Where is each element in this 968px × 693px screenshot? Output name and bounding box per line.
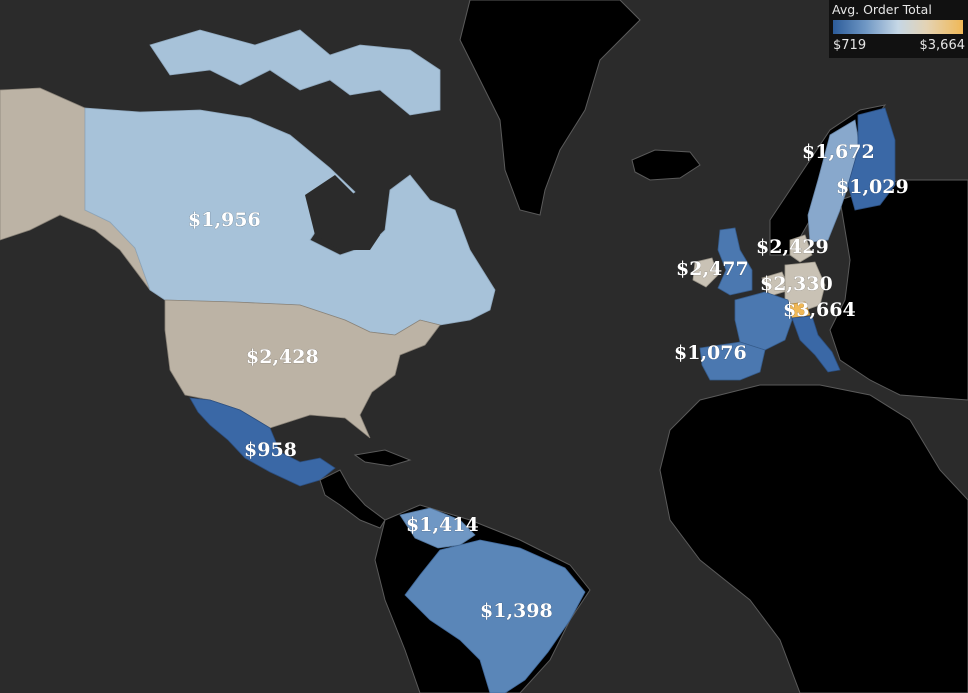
country-italy[interactable] [791,315,841,373]
legend-gradient-bar [833,20,963,34]
land-central-america[interactable] [319,469,386,529]
legend-title: Avg. Order Total [832,2,932,17]
value-label-brazil: $1,398 [480,600,553,622]
country-brazil[interactable] [404,539,586,693]
value-label-france: $1,076 [674,342,747,364]
legend-max-label: $3,664 [919,38,966,53]
value-label-mexico: $958 [244,439,297,461]
hudson-bay [305,175,380,250]
country-sweden[interactable] [807,119,861,243]
value-label-finland: $1,029 [836,176,909,198]
legend-min-label: $719 [833,38,867,53]
value-label-sweden: $1,672 [802,141,875,163]
country-united-kingdom[interactable] [717,227,753,296]
land-eastern-europe[interactable] [829,179,968,401]
country-mexico[interactable] [189,397,336,487]
country-france[interactable] [734,291,793,351]
country-finland[interactable] [847,107,896,211]
country-venezuela[interactable] [399,507,476,549]
country-spain[interactable] [699,341,766,381]
value-label-germany: $2,330 [760,273,833,295]
country-united-states[interactable] [164,299,441,439]
value-label-denmark: $2,429 [756,236,829,258]
land-africa[interactable] [659,384,968,693]
country-ireland[interactable] [692,257,719,288]
color-legend: Avg. Order Total $719 $3,664 [829,0,968,58]
value-label-venezuela: $1,414 [406,514,479,536]
value-label-switzerland: $3,664 [783,299,856,321]
country-denmark[interactable] [789,234,813,263]
value-label-united-states: $2,428 [246,346,319,368]
value-label-canada: $1,956 [188,209,261,231]
value-label-united-kingdom: $2,477 [676,258,749,280]
country-canada-islands[interactable] [149,29,441,116]
land-cuba[interactable] [353,449,412,467]
land-iceland[interactable] [631,149,701,181]
land-greenland[interactable] [459,0,641,216]
